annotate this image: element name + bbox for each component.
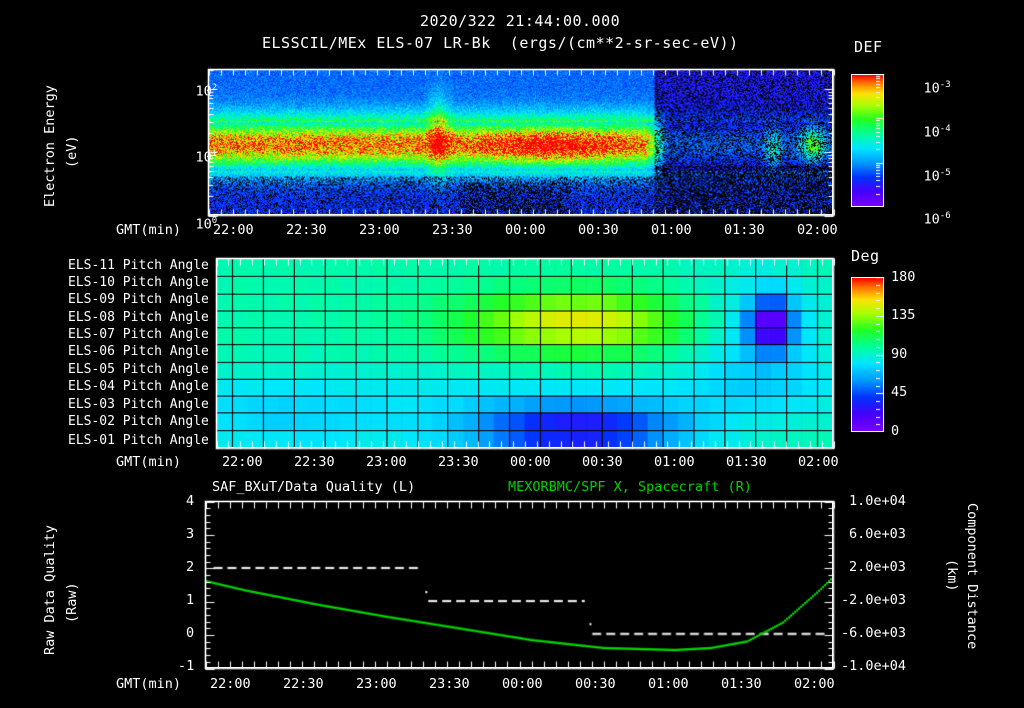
bot-ytick-r-1: 6.0e+03 [849,526,906,542]
mid-xtick-4: 00:00 [510,454,551,470]
top-xtick-8: 02:00 [797,222,838,238]
pitch-row-label-4: ELS-07 Pitch Angle [68,327,209,342]
bot-xtick-1: 22:30 [283,676,324,692]
bot-xtick-4: 00:00 [502,676,543,692]
bot-ytick-l-1: 3 [186,526,195,542]
def-cb-label-1: 10-4 [923,123,951,140]
deg-cb-label-0: 180 [891,269,916,285]
bot-ytick-l-3: 1 [186,592,195,608]
bot-ytick-l-0: 4 [186,493,195,509]
deg-cb-label-2: 90 [891,346,908,362]
bot-ytick-l-5: -1 [178,658,195,674]
top-xlabel: GMT(min) [116,222,182,238]
def-cb-label-3: 10-6 [923,210,951,227]
bottom-ylabel-left: Raw Data Quality [42,524,58,655]
pitch-row-label-9: ELS-02 Pitch Angle [68,414,209,429]
pitch-row-label-3: ELS-08 Pitch Angle [68,310,209,325]
bottom-title-right: MEXORBMC/SPF X, Spacecraft (R) [508,479,752,495]
mid-xtick-5: 00:30 [582,454,623,470]
bottom-xlabel: GMT(min) [116,676,182,692]
top-ytick-2: 100 [195,215,218,232]
mid-xtick-1: 22:30 [294,454,335,470]
top-xtick-0: 22:00 [213,222,254,238]
top-panel-ticks [198,59,848,229]
bottom-yunits-right: (km) [944,559,960,592]
page-title: 2020/322 21:44:00.000 [420,12,621,30]
top-xtick-5: 00:30 [578,222,619,238]
pitch-row-label-0: ELS-11 Pitch Angle [68,258,209,273]
bottom-title-left: SAF_BXuT/Data Quality (L) [212,479,416,495]
bot-ytick-r-4: -6.0e+03 [841,625,907,641]
pitch-row-label-7: ELS-04 Pitch Angle [68,379,209,394]
bot-ytick-r-3: -2.0e+03 [841,592,907,608]
top-ylabel: Electron Energy [42,85,58,207]
top-xtick-6: 01:00 [651,222,692,238]
pitch-row-label-8: ELS-03 Pitch Angle [68,397,209,412]
bottom-panel-ticks [195,491,847,681]
pitch-row-label-5: ELS-06 Pitch Angle [68,344,209,359]
bot-xtick-7: 01:30 [721,676,762,692]
def-cb-label-2: 10-5 [923,167,951,184]
mid-panel-ticks [206,248,846,462]
bot-xtick-3: 23:30 [429,676,470,692]
deg-cb-label-1: 135 [891,307,916,323]
top-xtick-3: 23:30 [432,222,473,238]
bot-xtick-5: 00:30 [575,676,616,692]
top-xtick-4: 00:00 [505,222,546,238]
bot-xtick-0: 22:00 [210,676,251,692]
deg-cb-label-4: 0 [891,423,900,439]
mid-xlabel: GMT(min) [116,454,182,470]
page-subtitle: ELSSCIL/MEx ELS-07 LR-Bk (ergs/(cm**2-sr… [262,34,739,52]
pitch-row-label-2: ELS-09 Pitch Angle [68,292,209,307]
top-ytick-0: 102 [195,82,218,99]
deg-cb-label-3: 45 [891,384,908,400]
mid-xtick-3: 23:30 [438,454,479,470]
bot-xtick-2: 23:00 [356,676,397,692]
mid-xtick-8: 02:00 [798,454,839,470]
pitch-row-label-6: ELS-05 Pitch Angle [68,362,209,377]
bot-ytick-l-4: 0 [186,625,195,641]
mid-xtick-6: 01:00 [654,454,695,470]
mid-xtick-0: 22:00 [222,454,263,470]
deg-colorbar-title: Deg [851,247,880,265]
bot-ytick-l-2: 2 [186,559,195,575]
top-xtick-2: 23:00 [359,222,400,238]
bot-xtick-6: 01:00 [648,676,689,692]
top-yunits: (eV) [64,135,80,168]
def-colorbar-title: DEF [854,38,883,56]
mid-xtick-7: 01:30 [726,454,767,470]
top-xtick-1: 22:30 [286,222,327,238]
top-ytick-1: 101 [195,148,218,165]
def-colorbar-ticks [876,74,885,207]
deg-colorbar-ticks [876,277,885,432]
bot-ytick-r-2: 2.0e+03 [849,559,906,575]
bot-ytick-r-5: -1.0e+04 [841,658,907,674]
pitch-row-label-1: ELS-10 Pitch Angle [68,275,209,290]
top-xtick-7: 01:30 [724,222,765,238]
bottom-yunits-left: (Raw) [64,582,80,623]
bot-xtick-8: 02:00 [794,676,835,692]
bot-ytick-r-0: 1.0e+04 [849,493,906,509]
def-cb-label-0: 10-3 [923,79,951,96]
pitch-row-label-10: ELS-01 Pitch Angle [68,433,209,448]
mid-xtick-2: 23:00 [366,454,407,470]
bottom-ylabel-right: Component Distance [964,503,980,650]
